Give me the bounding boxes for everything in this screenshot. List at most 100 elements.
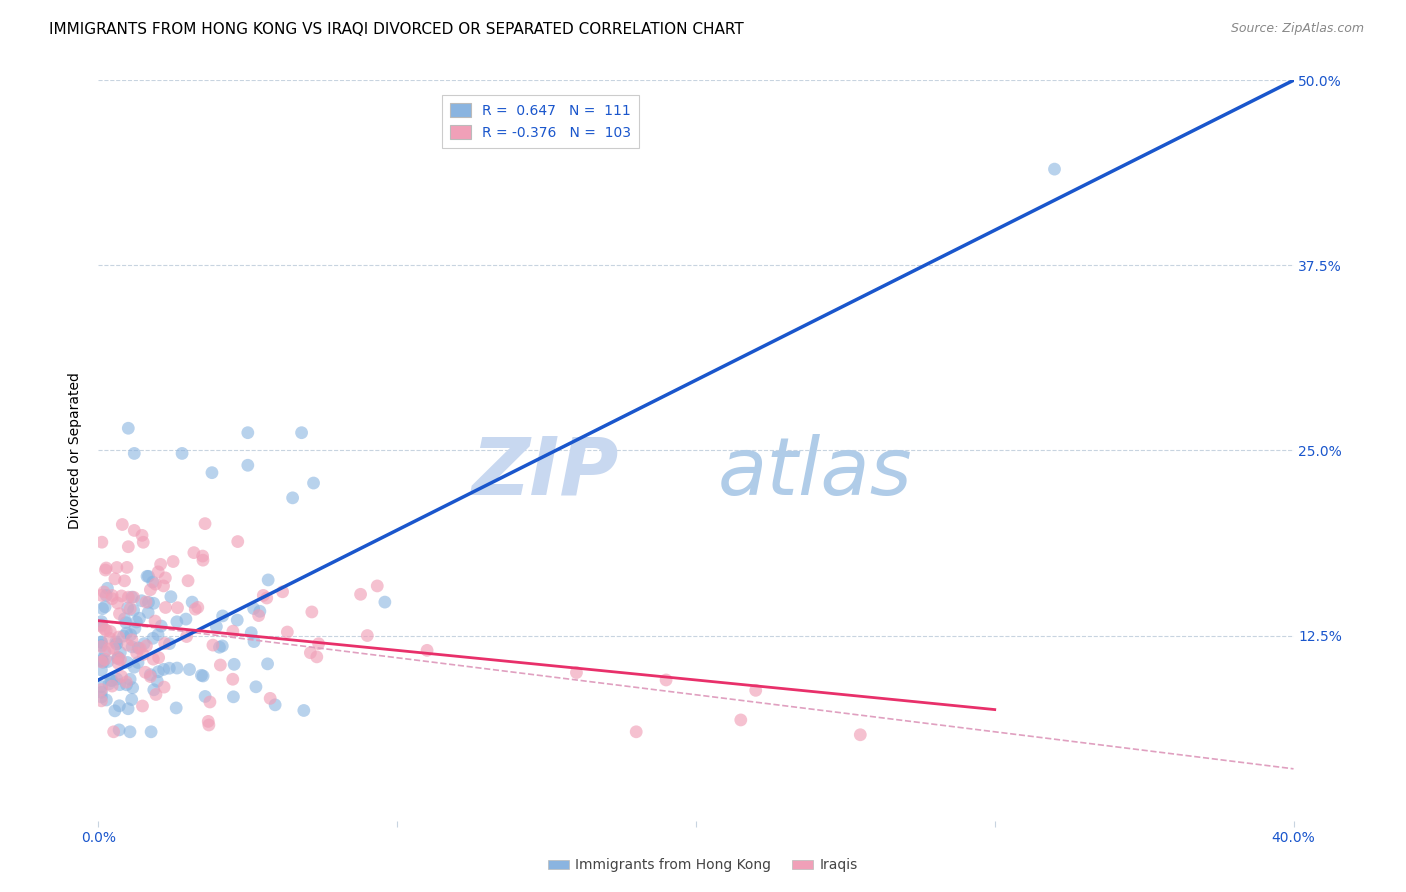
- Point: [191, 549, 214, 563]
- Point: [162, 555, 184, 569]
- Point: [100, 673, 122, 688]
- Point: [730, 713, 752, 727]
- Point: [236, 458, 259, 473]
- Point: [132, 535, 155, 549]
- Point: [150, 619, 173, 633]
- Point: [152, 662, 174, 676]
- Point: [308, 637, 330, 651]
- Point: [108, 678, 131, 692]
- Point: [114, 612, 136, 626]
- Point: [139, 724, 162, 739]
- Point: [165, 701, 187, 715]
- Point: [211, 608, 233, 623]
- Point: [146, 674, 169, 689]
- Point: [205, 620, 228, 634]
- Point: [121, 681, 143, 695]
- Point: [179, 663, 201, 677]
- Point: [139, 582, 162, 597]
- Point: [90, 652, 112, 666]
- Point: [276, 625, 298, 640]
- Point: [105, 637, 128, 651]
- Point: [159, 637, 181, 651]
- Point: [96, 582, 118, 596]
- Point: [101, 589, 124, 603]
- Point: [90, 535, 112, 549]
- Point: [94, 563, 117, 577]
- Point: [117, 590, 139, 604]
- Point: [194, 690, 217, 704]
- Point: [153, 636, 176, 650]
- Point: [94, 644, 117, 658]
- Point: [90, 663, 112, 677]
- Point: [135, 639, 157, 653]
- Point: [139, 669, 162, 683]
- Point: [90, 588, 112, 602]
- Point: [177, 574, 200, 588]
- Point: [240, 625, 263, 640]
- Point: [131, 698, 153, 713]
- Text: ZIP: ZIP: [471, 434, 619, 512]
- Point: [132, 637, 155, 651]
- Point: [305, 649, 328, 664]
- Point: [90, 682, 112, 697]
- Point: [134, 665, 156, 680]
- Point: [115, 615, 138, 630]
- Point: [136, 606, 159, 620]
- Point: [291, 425, 314, 440]
- Point: [849, 728, 872, 742]
- Point: [148, 665, 170, 679]
- Point: [131, 528, 153, 542]
- Point: [105, 560, 128, 574]
- Point: [176, 630, 198, 644]
- Point: [247, 608, 270, 623]
- Point: [107, 651, 129, 665]
- Point: [142, 682, 165, 697]
- Point: [90, 618, 112, 632]
- Point: [122, 660, 145, 674]
- Point: [107, 657, 129, 671]
- Point: [145, 688, 167, 702]
- Point: [143, 614, 166, 628]
- Point: [107, 596, 129, 610]
- Point: [152, 579, 174, 593]
- Point: [281, 491, 304, 505]
- Point: [90, 654, 112, 668]
- Point: [142, 632, 165, 646]
- Point: [271, 584, 294, 599]
- Point: [249, 604, 271, 618]
- Point: [90, 615, 112, 629]
- Point: [121, 640, 143, 654]
- Point: [98, 632, 121, 646]
- Point: [108, 698, 131, 713]
- Point: [257, 573, 280, 587]
- Point: [90, 690, 112, 704]
- Point: [264, 698, 287, 712]
- Point: [128, 611, 150, 625]
- Text: atlas: atlas: [718, 434, 912, 512]
- Point: [191, 669, 214, 683]
- Point: [366, 579, 388, 593]
- Point: [90, 635, 112, 649]
- Point: [201, 638, 224, 652]
- Point: [103, 724, 125, 739]
- Point: [129, 641, 152, 656]
- Point: [236, 425, 259, 440]
- Point: [166, 661, 188, 675]
- Point: [91, 601, 114, 615]
- Point: [190, 668, 212, 682]
- Point: [117, 601, 139, 615]
- Point: [120, 602, 142, 616]
- Point: [97, 642, 120, 657]
- Point: [121, 632, 143, 647]
- Point: [124, 524, 146, 538]
- Point: [157, 661, 180, 675]
- Point: [117, 656, 139, 670]
- Point: [97, 677, 120, 691]
- Point: [97, 655, 120, 669]
- Point: [94, 652, 117, 666]
- Legend: Immigrants from Hong Kong, Iraqis: Immigrants from Hong Kong, Iraqis: [543, 853, 863, 878]
- Point: [124, 621, 146, 635]
- Point: [122, 603, 145, 617]
- Point: [149, 558, 172, 572]
- Point: [302, 476, 325, 491]
